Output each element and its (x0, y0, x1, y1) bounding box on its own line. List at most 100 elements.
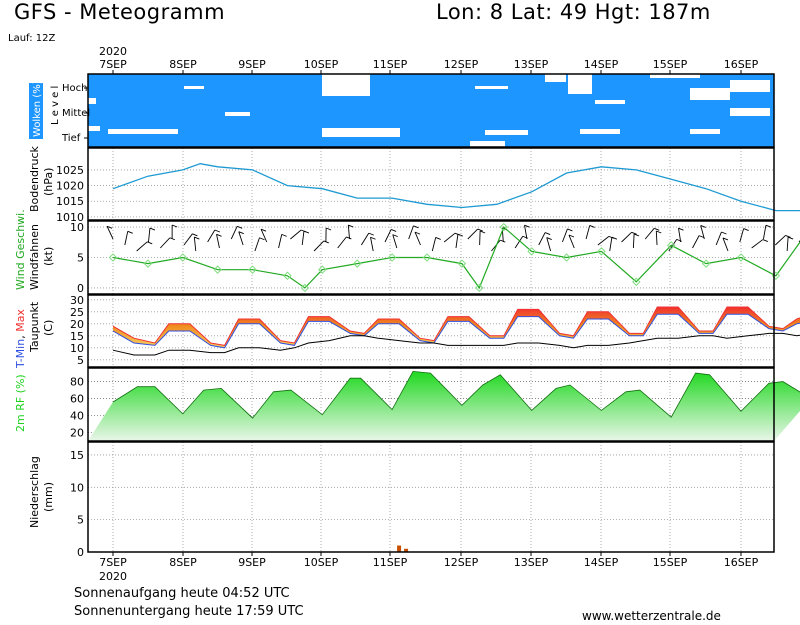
panel-frame (87, 441, 775, 553)
wind-marker (527, 247, 536, 256)
pressure-tick-label: 1010 (56, 211, 84, 224)
wind-barb (193, 237, 197, 252)
cloud-axis-label: Wolken (%) (32, 80, 43, 137)
pressure-tick-label: 1025 (56, 164, 84, 177)
date-label-bottom: 13SEP (514, 556, 549, 569)
wind-barb (774, 235, 786, 246)
temp-tick-label: 5 (77, 354, 84, 367)
cloud-gap (225, 112, 250, 116)
wind-marker (178, 253, 188, 262)
wind-marker (701, 259, 711, 268)
wind-barb (500, 239, 506, 243)
wind-barb (384, 229, 392, 243)
panel-frame (87, 220, 775, 295)
wind-barb (786, 237, 789, 252)
windfahnen-label: Windfahnen (28, 224, 41, 290)
precip-tick-label: 10 (70, 481, 84, 494)
cloud-gap (470, 141, 505, 147)
wind-tick-label: 10 (70, 221, 84, 234)
wind-barb (678, 227, 684, 231)
wind-barb (207, 229, 216, 243)
wind-barb (347, 225, 350, 240)
humidity-tick-label: 20 (70, 427, 84, 440)
humidity-area (88, 371, 800, 441)
year-label-bottom: 2020 (99, 570, 127, 583)
wind-tick-label: 5 (77, 252, 84, 265)
wind-barb (722, 237, 729, 252)
wind-barb (479, 230, 486, 234)
wind-barb (260, 229, 268, 243)
precip-bar (397, 545, 402, 552)
sunset-text: Sonnenuntergang heute 17:59 UTC (74, 604, 304, 619)
wind-barb (348, 224, 354, 228)
wind-barb (194, 236, 200, 240)
wind-barb (171, 224, 178, 228)
cloud-gap (690, 129, 720, 134)
wind-barb (654, 227, 660, 231)
panel-frame (87, 147, 775, 221)
wind-marker (666, 241, 676, 250)
wind-barb (524, 225, 528, 240)
cloud-gap (568, 74, 592, 94)
wind-barb (633, 233, 640, 237)
wind-barb (392, 234, 398, 249)
wind-barb (106, 225, 113, 229)
wind-barb (435, 236, 441, 240)
dewpoint-line (112, 332, 800, 356)
wind-barb (455, 234, 459, 249)
wind-barb (346, 236, 352, 240)
date-label-top: 11SEP (373, 58, 408, 71)
date-label-top: 9SEP (238, 58, 266, 71)
wind-axis-label: Wind Geschwi. (14, 209, 27, 290)
tmax-line (112, 306, 800, 346)
date-label-bottom: 7SEP (99, 556, 127, 569)
pressure-axis-label: Bodendruck (28, 145, 41, 212)
wind-barb (544, 232, 551, 235)
wind-barb (765, 224, 772, 228)
panel-frame (87, 367, 775, 442)
cloud-gap (730, 108, 770, 116)
cloud-level-mittel: Mittel (62, 108, 90, 119)
wind-barb (259, 237, 265, 241)
humidity-tick-label: 80 (70, 376, 84, 389)
wind-barb (238, 231, 244, 235)
wind-barb (477, 228, 483, 232)
wind-speed-line (112, 226, 800, 290)
cloud-gap (88, 126, 100, 131)
wind-barb (597, 236, 610, 246)
wind-barb (124, 231, 129, 246)
wind-barb (538, 232, 546, 246)
wind-marker (300, 283, 310, 293)
wind-barb (238, 231, 244, 246)
temp-axis-label: T-Min, Max (14, 309, 27, 369)
wind-barb (230, 226, 238, 240)
wind-unit-label: (kt) (42, 247, 55, 266)
wind-barb (147, 241, 153, 245)
temp-range-band (113, 307, 800, 348)
cloud-gap (108, 129, 178, 134)
location-info: Lon: 8 Lat: 49 Hgt: 187m (436, 0, 711, 24)
wind-barb (722, 237, 729, 241)
wind-marker (562, 253, 571, 262)
wind-barb (216, 234, 220, 249)
wind-barb (390, 228, 397, 232)
wind-marker (422, 253, 432, 262)
wind-barb (149, 227, 156, 231)
precip-unit-label: (mm) (42, 482, 55, 512)
wind-barb (281, 233, 287, 237)
precip-tick-label: 15 (70, 449, 84, 462)
panel-frame (87, 294, 775, 368)
wind-barb (303, 230, 310, 234)
pressure-tick-label: 1020 (56, 180, 84, 193)
wind-barb (313, 240, 325, 252)
wind-barb (325, 227, 332, 231)
wind-barb (392, 234, 398, 238)
wind-barb (106, 226, 114, 240)
wind-barb (589, 225, 595, 228)
temp-unit-label: (C) (42, 320, 55, 336)
wind-barb (785, 235, 791, 238)
wind-barb (192, 233, 198, 237)
humidity-axis-label: 2m RF (%) (14, 374, 27, 432)
cloud-gap (580, 129, 620, 134)
